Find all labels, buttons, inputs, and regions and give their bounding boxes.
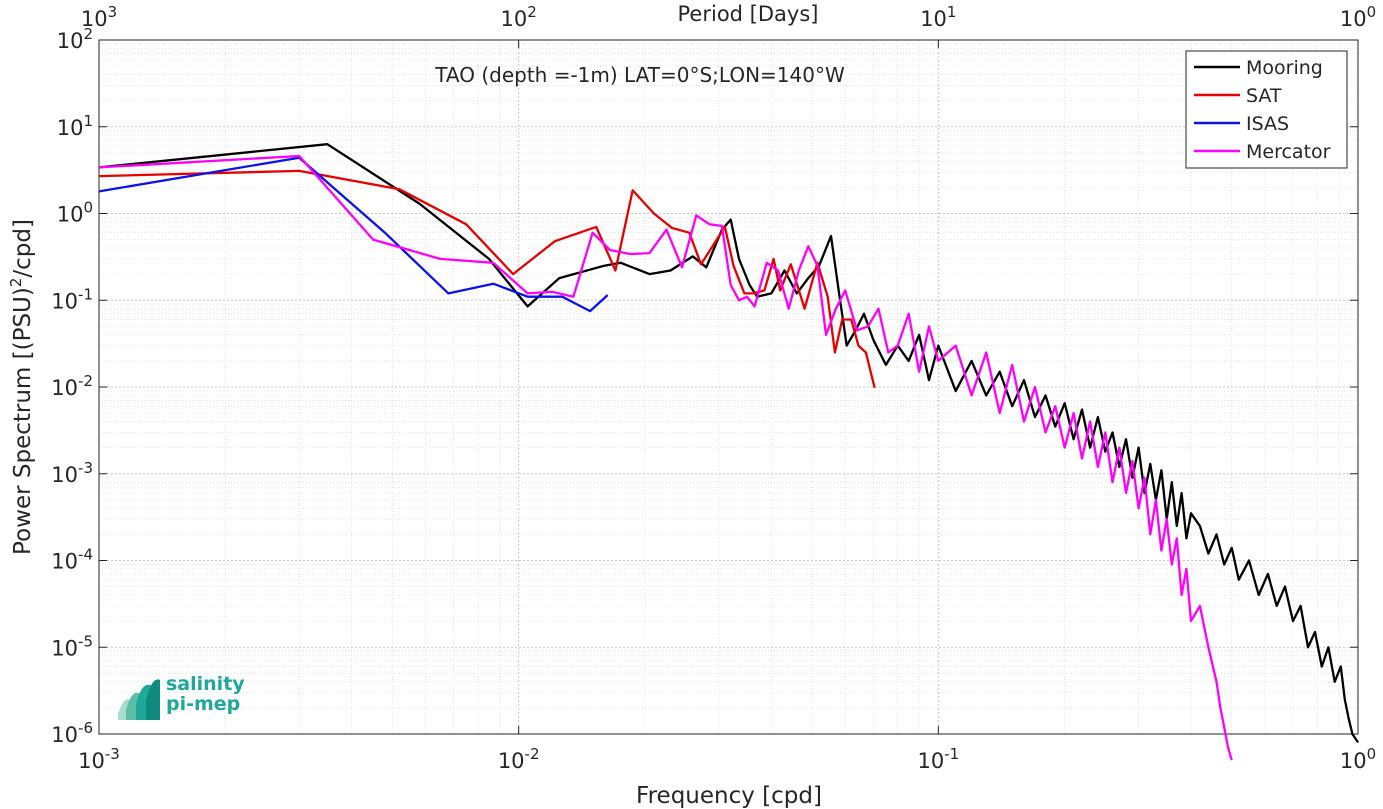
- y-axis-label: Power Spectrum [(PSU)2/cpd]: [7, 219, 36, 555]
- y-tick-label: 10-3: [51, 459, 93, 487]
- logo-line-2: pi-mep: [166, 693, 241, 715]
- salinity-pi-mep-logo: salinity pi-mep: [116, 672, 256, 724]
- grid: [99, 40, 1358, 734]
- series-line-isas: [98, 156, 609, 313]
- y-tick-label: 100: [57, 199, 93, 227]
- y-tick-label: 10-2: [51, 372, 93, 400]
- y-tick-label: 102: [57, 25, 93, 53]
- legend-label-isas: ISAS: [1246, 113, 1289, 135]
- legend-box: [1185, 50, 1348, 169]
- y-tick-label: 10-1: [51, 285, 93, 313]
- x-tick-label: 100: [1340, 745, 1376, 773]
- top-tick-label: 101: [920, 3, 956, 31]
- x-tick-label: 10-2: [498, 745, 540, 773]
- legend-label-mooring: Mooring: [1246, 57, 1323, 79]
- logo-waves-icon: [118, 679, 160, 720]
- legend: Mooring SAT ISAS Mercator: [1185, 50, 1348, 169]
- series-line-mooring: [98, 143, 1359, 744]
- y-tick-label: 101: [57, 112, 93, 140]
- y-tick-label: 10-5: [51, 632, 93, 660]
- top-tick-label: 102: [501, 3, 537, 31]
- logo-line-1: salinity: [166, 673, 245, 695]
- top-axis-label: Period [Days]: [678, 2, 819, 26]
- series-line-mercator: [98, 154, 1233, 761]
- logo-text: salinity pi-mep: [166, 674, 245, 714]
- series-group: [98, 143, 1359, 761]
- top-tick-label: 103: [81, 3, 117, 31]
- y-tick-label: 10-6: [51, 719, 93, 747]
- legend-label-mercator: Mercator: [1246, 141, 1331, 163]
- x-axis-label: Frequency [cpd]: [636, 783, 822, 809]
- legend-label-sat: SAT: [1246, 85, 1282, 107]
- x-tick-label: 10-3: [78, 745, 120, 773]
- chart-title: TAO (depth =-1m) LAT=0°S;LON=140°W: [434, 63, 845, 87]
- x-tick-label: 10-1: [917, 745, 959, 773]
- y-tick-label: 10-4: [51, 546, 93, 574]
- top-tick-label: 100: [1340, 3, 1376, 31]
- series-line-sat: [98, 169, 876, 389]
